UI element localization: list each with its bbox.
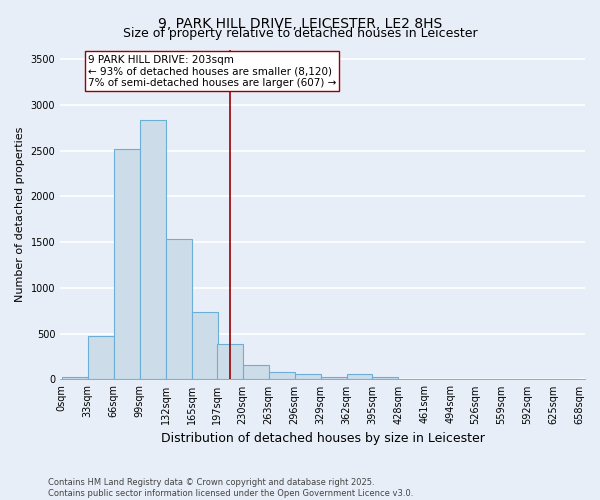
Bar [191, 312, 218, 380]
Y-axis label: Number of detached properties: Number of detached properties [15, 127, 25, 302]
X-axis label: Distribution of detached houses by size in Leicester: Distribution of detached houses by size … [161, 432, 484, 445]
Bar [113, 149, 140, 380]
Bar [88, 336, 113, 380]
Bar [398, 378, 424, 380]
Bar [62, 377, 88, 380]
Bar [347, 374, 373, 380]
Text: 9, PARK HILL DRIVE, LEICESTER, LE2 8HS: 9, PARK HILL DRIVE, LEICESTER, LE2 8HS [158, 18, 442, 32]
Text: Contains HM Land Registry data © Crown copyright and database right 2025.
Contai: Contains HM Land Registry data © Crown c… [48, 478, 413, 498]
Bar [295, 374, 320, 380]
Text: 9 PARK HILL DRIVE: 203sqm
← 93% of detached houses are smaller (8,120)
7% of sem: 9 PARK HILL DRIVE: 203sqm ← 93% of detac… [88, 54, 336, 88]
Bar [373, 377, 398, 380]
Bar [217, 344, 242, 380]
Bar [320, 377, 347, 380]
Text: Size of property relative to detached houses in Leicester: Size of property relative to detached ho… [122, 28, 478, 40]
Bar [242, 365, 269, 380]
Bar [269, 372, 295, 380]
Bar [166, 238, 191, 380]
Bar [140, 120, 166, 380]
